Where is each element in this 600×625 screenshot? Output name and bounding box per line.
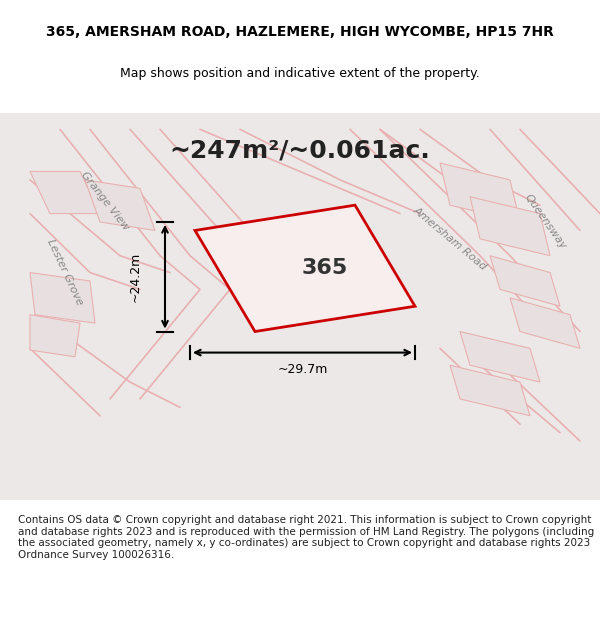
Text: ~29.7m: ~29.7m — [277, 363, 328, 376]
Polygon shape — [460, 331, 540, 382]
Text: Queensway: Queensway — [522, 192, 568, 251]
Polygon shape — [30, 171, 100, 214]
Polygon shape — [30, 314, 80, 357]
Polygon shape — [470, 197, 550, 256]
Text: 365, AMERSHAM ROAD, HAZLEMERE, HIGH WYCOMBE, HP15 7HR: 365, AMERSHAM ROAD, HAZLEMERE, HIGH WYCO… — [46, 24, 554, 39]
Text: ~24.2m: ~24.2m — [128, 252, 142, 302]
Polygon shape — [510, 298, 580, 348]
Polygon shape — [30, 272, 95, 323]
Polygon shape — [490, 256, 560, 306]
Text: Contains OS data © Crown copyright and database right 2021. This information is : Contains OS data © Crown copyright and d… — [18, 515, 594, 560]
Text: 365: 365 — [302, 258, 348, 278]
Text: Amersham Road: Amersham Road — [412, 205, 488, 272]
Text: ~247m²/~0.061ac.: ~247m²/~0.061ac. — [170, 138, 430, 162]
Polygon shape — [85, 180, 155, 231]
Polygon shape — [450, 365, 530, 416]
Text: Grange View: Grange View — [79, 170, 131, 232]
Text: Lester Grove: Lester Grove — [46, 238, 85, 307]
Polygon shape — [440, 163, 520, 222]
Text: Map shows position and indicative extent of the property.: Map shows position and indicative extent… — [120, 67, 480, 79]
Polygon shape — [195, 205, 415, 331]
Polygon shape — [0, 112, 600, 500]
